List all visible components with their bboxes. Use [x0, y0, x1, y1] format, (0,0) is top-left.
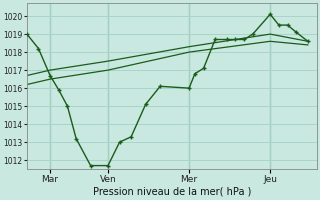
- X-axis label: Pression niveau de la mer( hPa ): Pression niveau de la mer( hPa ): [92, 187, 251, 197]
